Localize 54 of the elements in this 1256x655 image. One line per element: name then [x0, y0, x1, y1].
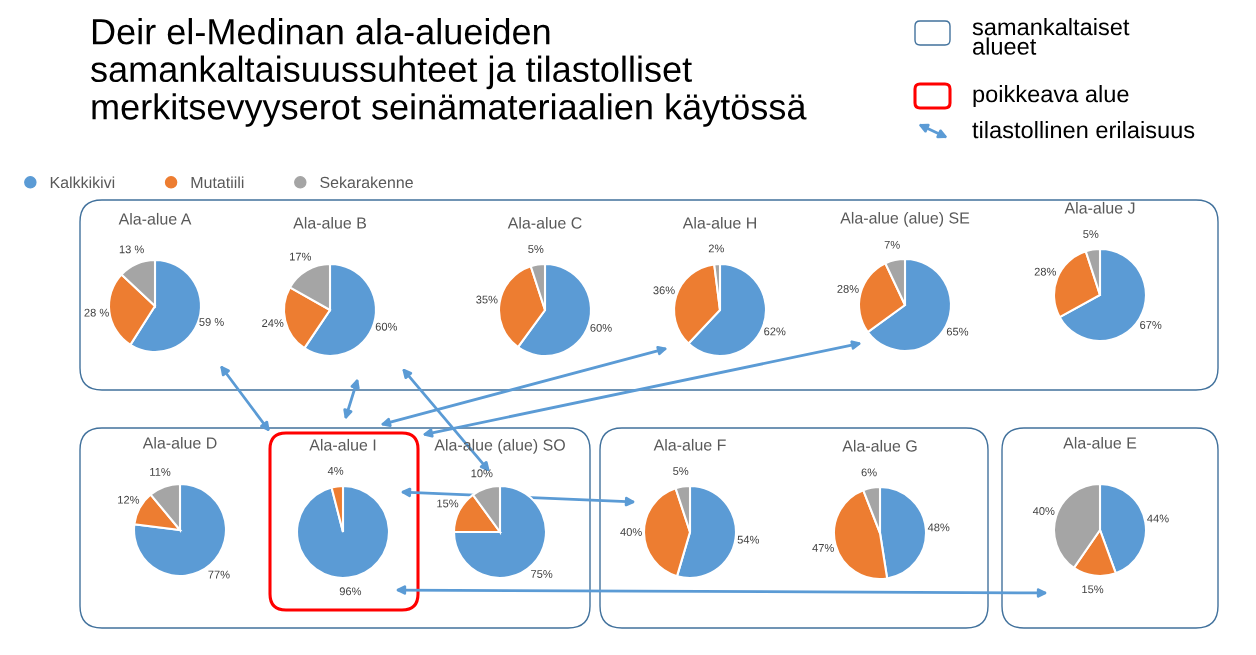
data-label: 12%	[118, 495, 140, 504]
data-label: 2%	[708, 244, 724, 253]
pie-slice	[295, 484, 391, 580]
text: tilastollinen erilaisuus	[972, 121, 1195, 139]
chart-title: Ala-alue B	[293, 216, 366, 229]
data-label: 47%	[812, 544, 834, 552]
data-label: 4%	[327, 466, 344, 475]
chart-title: Ala-alue E	[1063, 436, 1137, 449]
data-label: 77%	[208, 570, 230, 579]
data-label: 96%	[339, 587, 362, 596]
data-label: 40%	[620, 528, 642, 536]
chart-title: Ala-alue G	[842, 439, 917, 452]
data-label: 62%	[764, 327, 786, 336]
data-label: 28 %	[84, 308, 109, 317]
data-label: 60%	[375, 322, 398, 331]
data-label: 28%	[1034, 267, 1056, 276]
data-label: 59 %	[199, 318, 224, 326]
data-label: 15%	[1082, 585, 1104, 594]
text: poikkeava alue	[973, 85, 1129, 107]
data-label: 36%	[653, 286, 675, 295]
data-label: 75%	[531, 570, 553, 578]
text: samankaltaiset alueet	[972, 18, 1130, 55]
data-label: 6%	[861, 468, 877, 477]
text: Ala-alue A	[118, 212, 192, 225]
chart-title: Ala-alue C	[507, 216, 582, 229]
chart-title: Ala-alue D	[142, 436, 217, 449]
data-label: 7%	[884, 240, 900, 249]
data-label: 5%	[1083, 230, 1099, 239]
chart-title: Ala-alue (alue) SE	[840, 211, 970, 227]
data-label: 5%	[528, 245, 544, 254]
legend-label: Sekarakenne	[320, 176, 413, 189]
data-label: 44%	[1147, 514, 1169, 523]
chart-title: Ala-alue F	[653, 438, 726, 451]
data-label: 15%	[437, 499, 459, 508]
data-label: 48%	[927, 523, 950, 532]
data-label: 67%	[1140, 321, 1162, 329]
legend-label: Kalkkikivi	[50, 176, 115, 189]
chart-title: Ala-alue H	[682, 216, 756, 229]
legend-label: Mutatiili	[191, 176, 244, 189]
chart-title: Ala-alue I	[309, 438, 376, 451]
data-label: 11%	[150, 468, 171, 476]
chart-title: Ala-alue J	[1064, 201, 1135, 214]
data-label: 40%	[1032, 507, 1055, 515]
data-label: 28%	[837, 285, 859, 293]
data-label: 35%	[476, 295, 498, 304]
data-label: 10%	[471, 469, 493, 478]
data-label: 65%	[946, 327, 969, 336]
data-label: 24%	[262, 319, 284, 327]
data-label: 13 %	[119, 245, 144, 254]
text: Deir el-Medinan ala-alueiden samankaltaisuussuhteet ja tilastolliset merkitsevyyserot seinämateriaalien käytössä	[91, 18, 807, 127]
data-label: 5%	[673, 467, 689, 476]
data-label: 54%	[737, 535, 760, 544]
data-label: 17%	[290, 252, 312, 261]
data-label: 60%	[590, 323, 612, 332]
